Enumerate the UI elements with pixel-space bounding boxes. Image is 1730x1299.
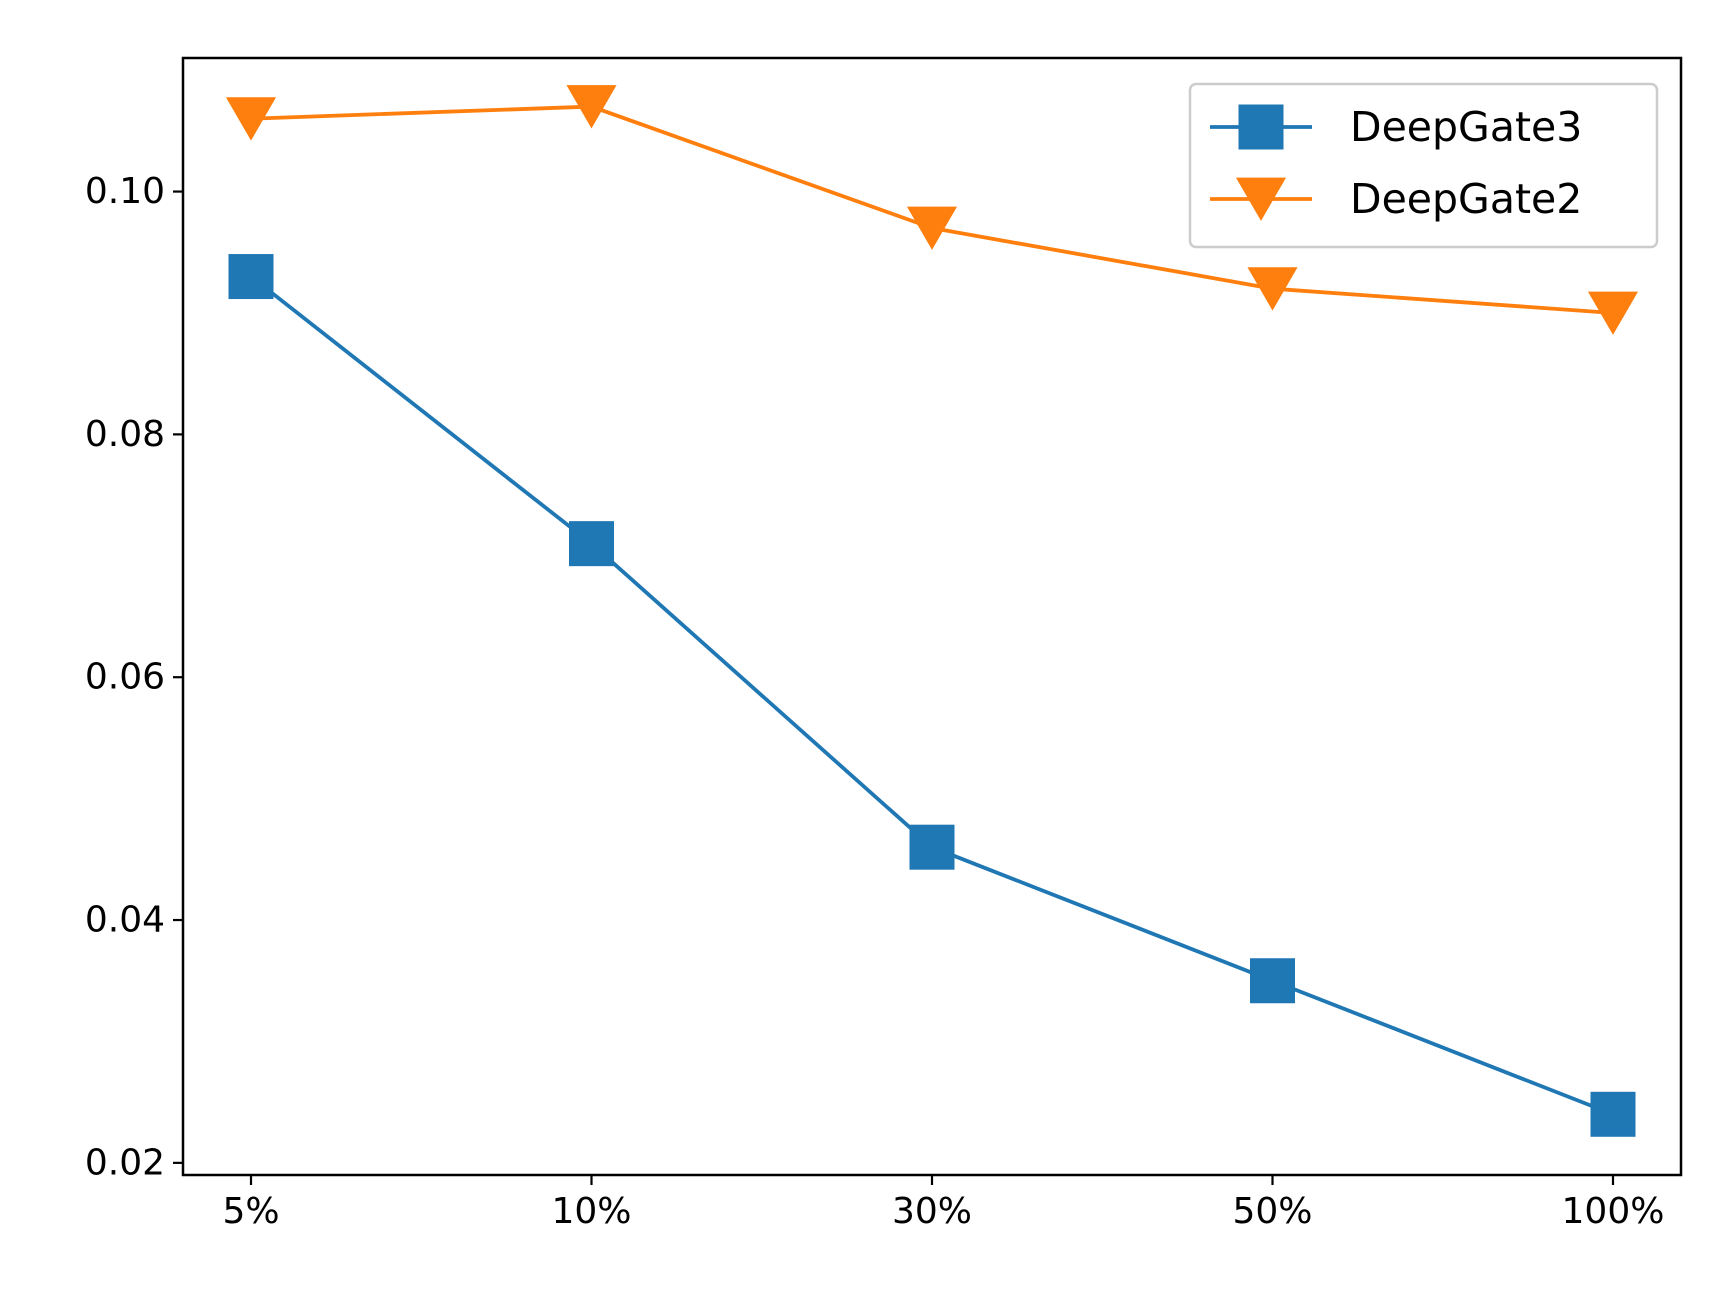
data-point (1587, 291, 1639, 335)
plot-frame (181, 56, 1683, 1177)
x-tick-label: 100% (1562, 1191, 1665, 1232)
data-point (225, 97, 277, 141)
series-DeepGate2 (225, 85, 1639, 335)
x-tick-label: 5% (222, 1191, 279, 1232)
y-axis: 0.02 0.04 0.06 0.08 0.10 (85, 171, 183, 1183)
y-tick-label: 0.06 (85, 657, 165, 698)
legend-label: DeepGate2 (1350, 175, 1582, 223)
legend-entry: DeepGate3 (1210, 103, 1582, 151)
x-tick-label: 50% (1232, 1191, 1312, 1232)
data-point (909, 824, 955, 870)
legend-entry: DeepGate2 (1210, 175, 1582, 223)
plot-series (225, 85, 1639, 1137)
legend-marker (1235, 177, 1287, 221)
series-DeepGate3 (228, 254, 1636, 1137)
x-axis: 5% 10% 30% 50% 100% (222, 1175, 1664, 1232)
y-tick-label: 0.02 (85, 1142, 165, 1183)
data-point (569, 521, 614, 567)
legend-box (1188, 82, 1659, 249)
data-point (566, 85, 617, 129)
legend: DeepGate3 DeepGate2 (1188, 82, 1659, 249)
y-tick-label: 0.10 (85, 171, 165, 212)
x-tick-label: 30% (892, 1191, 972, 1232)
legend-label: DeepGate3 (1350, 103, 1582, 151)
data-point (228, 254, 274, 300)
data-point (1250, 958, 1295, 1004)
y-tick-label: 0.08 (85, 414, 165, 455)
data-point (1247, 267, 1298, 311)
y-tick-label: 0.04 (85, 900, 165, 941)
data-point (906, 206, 958, 250)
legend-marker (1238, 104, 1284, 150)
data-point (1590, 1091, 1636, 1137)
x-tick-label: 10% (551, 1191, 631, 1232)
